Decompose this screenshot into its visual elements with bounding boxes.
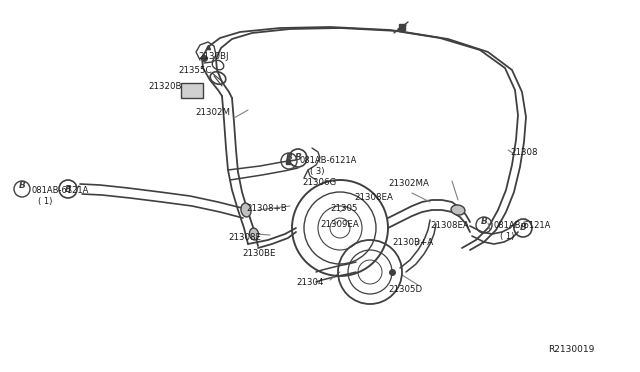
Bar [181, 83, 203, 98]
Text: 21308: 21308 [510, 148, 538, 157]
Ellipse shape [250, 228, 259, 240]
Text: 2130B+A: 2130B+A [392, 238, 433, 247]
Text: 21308EA: 21308EA [430, 221, 469, 230]
Text: 21306G: 21306G [302, 178, 336, 187]
Text: B: B [65, 185, 72, 193]
Text: 21308EA: 21308EA [354, 193, 393, 202]
Text: B: B [294, 154, 301, 163]
Text: B: B [520, 224, 527, 232]
Text: 21355C: 21355C [178, 66, 211, 75]
Text: ( 3): ( 3) [310, 167, 324, 176]
Text: 2130BJ: 2130BJ [198, 52, 228, 61]
Text: B: B [285, 154, 292, 163]
Text: 21308E: 21308E [228, 233, 261, 242]
Text: 21305: 21305 [330, 204, 358, 213]
Text: 21308+B: 21308+B [246, 204, 287, 213]
Ellipse shape [241, 203, 251, 217]
Text: 21320B: 21320B [148, 82, 182, 91]
Text: 21309EA: 21309EA [320, 220, 359, 229]
Text: B: B [481, 218, 488, 227]
Text: 21304: 21304 [296, 278, 323, 287]
Text: 2130BE: 2130BE [242, 249, 275, 258]
Text: ( 1): ( 1) [500, 232, 515, 241]
Text: 081AB-6121A: 081AB-6121A [32, 186, 90, 195]
Text: 21302M: 21302M [195, 108, 230, 117]
Text: 081AB-6121A: 081AB-6121A [300, 156, 357, 165]
Text: ( 1): ( 1) [38, 197, 52, 206]
Text: B: B [19, 182, 26, 190]
Text: 081AB-6121A: 081AB-6121A [494, 221, 552, 230]
Text: 21302MA: 21302MA [388, 179, 429, 188]
Ellipse shape [451, 205, 465, 215]
Text: R2130019: R2130019 [548, 345, 595, 354]
Text: 21305D: 21305D [388, 285, 422, 294]
